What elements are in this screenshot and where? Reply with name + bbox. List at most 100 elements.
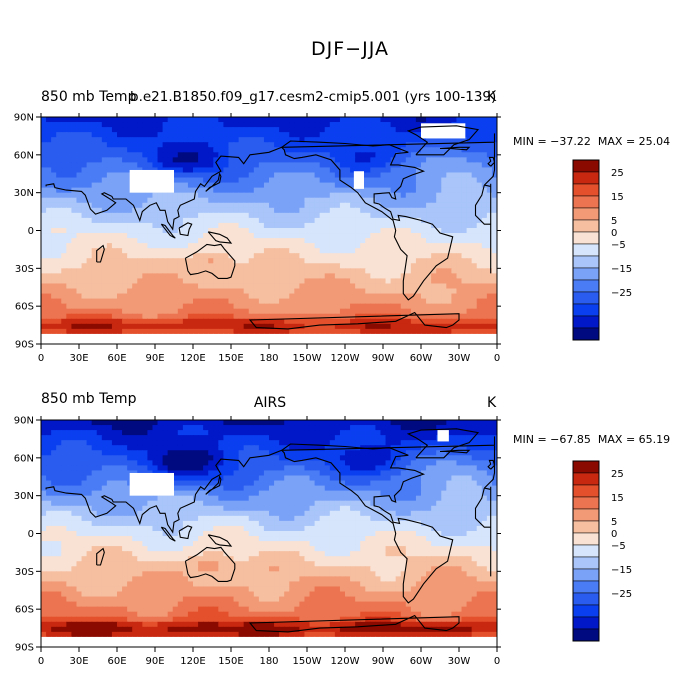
field-cell bbox=[431, 293, 437, 300]
field-cell bbox=[304, 440, 311, 446]
field-cell bbox=[238, 450, 245, 456]
field-cell bbox=[410, 435, 417, 441]
field-cell bbox=[486, 440, 493, 446]
field-cell bbox=[385, 233, 392, 239]
field-cell bbox=[66, 333, 72, 340]
field-cell bbox=[46, 117, 52, 123]
field-cell bbox=[355, 450, 361, 456]
field-cell bbox=[132, 243, 138, 249]
field-cell bbox=[370, 238, 376, 244]
field-cell bbox=[269, 182, 275, 189]
field-cell bbox=[471, 243, 478, 249]
field-cell bbox=[41, 132, 47, 138]
field-cell bbox=[446, 263, 452, 269]
field-cell bbox=[365, 212, 371, 219]
field-cell bbox=[243, 278, 250, 285]
field-cell bbox=[81, 298, 88, 305]
field-cell bbox=[410, 278, 417, 285]
field-cell bbox=[142, 293, 148, 300]
field-cell bbox=[142, 222, 148, 229]
field-cell bbox=[390, 328, 397, 335]
field-cell bbox=[390, 152, 397, 158]
field-cell bbox=[106, 283, 113, 290]
field-cell bbox=[106, 333, 113, 340]
field-cell bbox=[76, 172, 83, 179]
field-cell bbox=[258, 263, 265, 269]
field-cell bbox=[127, 420, 133, 426]
field-cell bbox=[390, 308, 397, 315]
field-cell bbox=[314, 132, 321, 138]
field-cell bbox=[111, 308, 118, 315]
field-cell bbox=[203, 445, 209, 451]
colorbar-segment bbox=[572, 315, 600, 329]
field-cell bbox=[400, 440, 407, 446]
field-cell bbox=[436, 192, 442, 199]
field-cell bbox=[106, 303, 113, 310]
field-cell bbox=[46, 333, 52, 340]
field-cell bbox=[147, 450, 154, 456]
field-cell bbox=[258, 430, 265, 436]
field-cell bbox=[476, 308, 483, 315]
field-cell bbox=[127, 212, 133, 219]
field-cell bbox=[324, 303, 331, 310]
field-cell bbox=[91, 137, 98, 143]
field-cell bbox=[324, 217, 331, 224]
field-cell bbox=[203, 455, 209, 461]
field-cell bbox=[461, 420, 468, 426]
field-cell bbox=[481, 303, 488, 310]
field-cell bbox=[431, 212, 437, 219]
field-cell bbox=[81, 420, 88, 426]
field-cell bbox=[289, 450, 295, 456]
field-cell bbox=[466, 455, 473, 461]
field-cell bbox=[137, 308, 143, 315]
field-cell bbox=[405, 167, 412, 174]
field-cell bbox=[218, 303, 224, 310]
field-cell bbox=[345, 253, 351, 259]
field-cell bbox=[91, 273, 98, 280]
field-cell bbox=[360, 167, 366, 174]
field-cell bbox=[284, 172, 290, 179]
field-cell bbox=[339, 142, 346, 148]
field-cell bbox=[182, 197, 189, 204]
field-cell bbox=[309, 328, 316, 335]
field-cell bbox=[395, 328, 402, 335]
field-cell bbox=[61, 465, 67, 472]
field-cell bbox=[203, 182, 209, 189]
field-cell bbox=[96, 132, 103, 138]
field-cell bbox=[269, 127, 275, 133]
field-cell bbox=[177, 243, 184, 249]
field-cell bbox=[137, 273, 143, 280]
field-cell bbox=[279, 187, 285, 194]
field-cell bbox=[132, 435, 138, 441]
field-cell bbox=[258, 440, 265, 446]
field-cell bbox=[96, 293, 103, 300]
field-cell bbox=[441, 217, 447, 224]
field-cell bbox=[436, 177, 442, 184]
field-cell bbox=[345, 222, 351, 229]
field-cell bbox=[56, 238, 62, 244]
field-cell bbox=[167, 440, 174, 446]
field-cell bbox=[395, 167, 402, 174]
field-cell bbox=[142, 197, 148, 204]
field-cell bbox=[248, 338, 255, 344]
field-cell bbox=[284, 283, 290, 290]
field-cell bbox=[137, 238, 143, 244]
field-cell bbox=[466, 172, 473, 179]
field-cell bbox=[339, 182, 346, 189]
field-cell bbox=[182, 122, 189, 128]
field-cell bbox=[426, 243, 432, 249]
field-cell bbox=[329, 197, 336, 204]
field-cell bbox=[385, 147, 392, 153]
field-cell bbox=[228, 217, 235, 224]
field-cell bbox=[76, 338, 83, 344]
field-cell bbox=[426, 197, 432, 204]
field-cell bbox=[415, 318, 422, 325]
field-cell bbox=[334, 217, 341, 224]
field-cell bbox=[456, 182, 463, 189]
field-cell bbox=[400, 435, 407, 441]
field-cell bbox=[274, 192, 280, 199]
field-cell bbox=[223, 197, 230, 204]
field-cell bbox=[71, 328, 78, 335]
field-cell bbox=[91, 227, 98, 234]
field-cell bbox=[162, 455, 169, 461]
